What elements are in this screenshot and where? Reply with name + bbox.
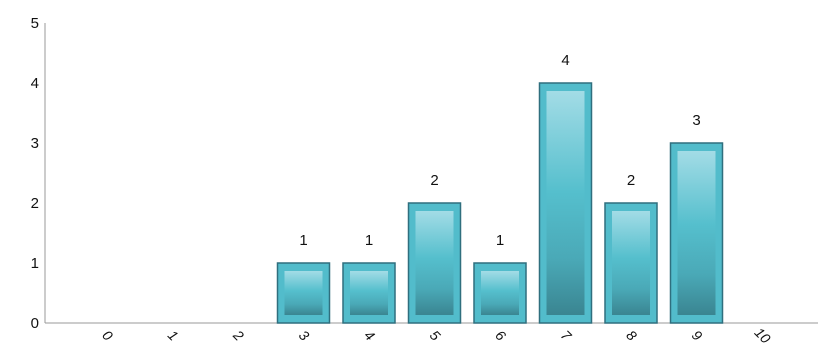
bar-highlight (284, 271, 323, 315)
x-tick-label: 10 (752, 324, 774, 346)
bar-highlight (546, 91, 585, 315)
data-label: 1 (496, 232, 504, 249)
x-tick-label: 1 (165, 327, 182, 344)
x-tick-label: 0 (99, 327, 116, 344)
y-tick-label: 1 (31, 255, 39, 272)
x-tick-label: 4 (361, 327, 378, 344)
x-tick-label: 2 (230, 326, 248, 344)
x-tick-label: 5 (427, 327, 444, 344)
y-tick-label: 5 (31, 15, 39, 32)
x-tick-label: 9 (689, 327, 706, 344)
bar-highlight (612, 211, 650, 315)
x-tick-label: 3 (296, 327, 313, 344)
data-label: 3 (692, 112, 700, 129)
data-label: 4 (561, 52, 569, 69)
y-tick-label: 4 (31, 75, 39, 92)
plot-area: 0 1 2 3 4 5 0 1 2 3 1 4 1 5 2 6 1 7 4 8 2 9 3 10 (31, 15, 818, 347)
x-tick-label: 7 (558, 327, 576, 345)
bar-highlight (350, 271, 388, 315)
bar-highlight (415, 211, 454, 315)
data-label: 2 (430, 172, 438, 189)
data-label: 1 (365, 232, 373, 249)
bar-highlight (677, 151, 716, 315)
x-tick-label: 6 (492, 327, 509, 344)
x-tick-label: 8 (623, 327, 640, 344)
data-label: 1 (299, 232, 307, 249)
y-tick-label: 2 (31, 195, 39, 212)
y-tick-label: 3 (31, 135, 39, 152)
y-tick-label: 0 (31, 315, 39, 332)
data-label: 2 (627, 172, 635, 189)
bar-highlight (481, 271, 519, 315)
